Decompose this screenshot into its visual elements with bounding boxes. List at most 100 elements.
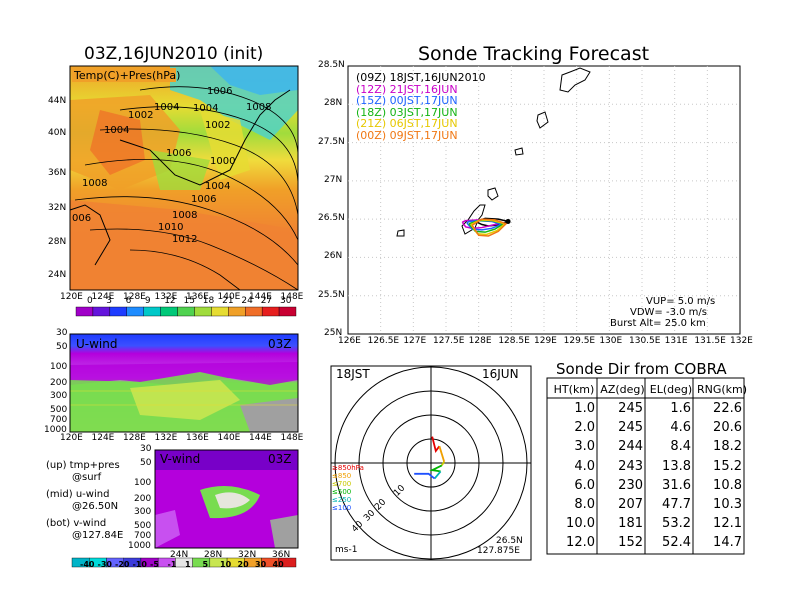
wind-colorbar-label: -30 <box>97 560 112 569</box>
isobar-label: 1000 <box>210 156 236 167</box>
forecast-param: VDW= -3.0 m/s <box>630 307 707 318</box>
lon-tick: 130.5E <box>629 336 661 346</box>
polar-date: 16JUN <box>482 367 519 381</box>
forecast-param: Burst Alt= 25.0 km <box>610 318 706 329</box>
polar-time: 18JST <box>336 367 370 381</box>
lon-tick: 140E <box>217 433 241 443</box>
lat-tick: 27N <box>324 174 343 185</box>
wind-colorbar-label: 20 <box>237 560 249 569</box>
lat-tick: 28N <box>48 237 67 247</box>
polar-unit: ms-1 <box>335 545 358 555</box>
table-cell: 13.8 <box>662 458 691 474</box>
run-legend-entry: (09Z) 18JST,16JUN2010 <box>356 71 486 84</box>
hodo-segment-0 <box>431 436 441 454</box>
lat-tick: 25.5N <box>318 289 345 300</box>
table-cell: 20.6 <box>713 420 742 436</box>
lon-tick: 128.5E <box>498 336 530 346</box>
lon-tick: 140E <box>217 292 241 302</box>
pressure-tick: 100 <box>134 478 152 488</box>
pressure-tick: 300 <box>50 391 68 401</box>
lat-tick: 36N <box>272 550 291 560</box>
isobar-label: 1008 <box>246 102 272 113</box>
track-line-1 <box>461 219 502 230</box>
hodo-segment-5 <box>414 472 436 480</box>
isobar-label: 1012 <box>172 234 198 245</box>
table-cell: 3.0 <box>574 439 595 455</box>
lon-tick: 148E <box>280 433 304 443</box>
note-sub: @127.84E <box>72 530 124 541</box>
lon-tick: 136E <box>186 433 209 443</box>
table-header: AZ(deg) <box>600 383 645 396</box>
pressure-tick: 30 <box>140 444 152 454</box>
table-title: Sonde Dir from COBRA <box>556 360 727 378</box>
lat-tick: 28.5N <box>318 60 345 70</box>
lat-tick: 32N <box>48 203 67 213</box>
lat-tick: 24N <box>170 550 189 560</box>
pressure-tick: 500 <box>50 405 68 415</box>
table-cell: 8.4 <box>670 439 691 455</box>
lat-tick: 24N <box>48 270 67 280</box>
wind-colorbar-label: -40 <box>80 560 95 569</box>
temp-colorbar-label: 12 <box>164 296 176 306</box>
pressure-tick: 30 <box>56 328 68 338</box>
isobar-label: 1004 <box>154 102 180 113</box>
table-cell: 4.6 <box>670 420 691 436</box>
isobar-label: 1008 <box>172 210 198 221</box>
layer-legend-entry: ≤850 <box>332 472 352 480</box>
lon-tick: 144E <box>249 433 272 443</box>
lon-tick: 120E <box>60 433 83 443</box>
lon-tick: 144E <box>249 292 272 302</box>
table-cell: 10.3 <box>713 497 742 512</box>
pressure-tick: 1000 <box>44 425 67 435</box>
temp-colorbar-label: 21 <box>222 296 234 306</box>
table-header: EL(deg) <box>649 383 693 396</box>
temp-colorbar-swatch <box>278 306 297 317</box>
temp-colorbar-label: 3 <box>106 296 113 306</box>
left-title: 03Z,16JUN2010 (init) <box>84 44 264 64</box>
isobar-label: 1006 <box>207 86 233 97</box>
isobar-label: 1006 <box>191 194 217 205</box>
table-cell: 22.6 <box>713 401 742 416</box>
launch-point <box>505 218 511 224</box>
run-legend-entry: (15Z) 00JST,17JUN <box>356 94 458 107</box>
lon-tick: 124E <box>91 433 115 443</box>
isobar-label: 1006 <box>166 148 192 159</box>
lon-tick: 127.5E <box>433 336 465 346</box>
u-wind-time: 03Z <box>268 337 292 351</box>
pressure-tick: 700 <box>50 415 68 425</box>
lon-tick: 127E <box>403 336 427 346</box>
wind-colorbar-label: 5 <box>202 560 209 569</box>
hodo-segment-4 <box>433 470 442 480</box>
table-cell: 1.0 <box>574 401 595 416</box>
lon-tick: 128E <box>123 292 146 302</box>
wind-colorbar-label: 1 <box>185 560 191 569</box>
table-cell: 181 <box>618 516 643 532</box>
pressure-tick: 50 <box>140 458 152 468</box>
pressure-tick: 500 <box>134 521 152 531</box>
table-cell: 53.2 <box>662 516 691 532</box>
temp-colorbar-label: 18 <box>202 296 215 306</box>
lon-tick: 120E <box>60 292 83 302</box>
run-legend-entry: (00Z) 09JST,17JUN <box>356 128 458 142</box>
table-cell: 243 <box>618 458 643 474</box>
run-legend-entry: (21Z) 06JST,17JUN <box>356 117 458 130</box>
island-outlines <box>396 67 591 237</box>
pressure-tick: 1000 <box>128 541 151 551</box>
lon-tick: 131.5E <box>694 336 726 346</box>
table-cell: 230 <box>618 477 643 493</box>
lon-tick: 130E <box>599 336 623 346</box>
table-cell: 244 <box>618 439 643 455</box>
lat-tick: 27.5N <box>318 136 345 147</box>
isobar-label: 1004 <box>193 103 219 114</box>
polar-lon: 127.875E <box>477 546 520 556</box>
pressure-tick: 300 <box>134 507 152 517</box>
table-cell: 10.0 <box>566 516 595 532</box>
lat-tick: 40N <box>48 128 67 138</box>
temp-colorbar-label: 0 <box>87 296 93 306</box>
lon-tick: 132E <box>154 433 178 443</box>
